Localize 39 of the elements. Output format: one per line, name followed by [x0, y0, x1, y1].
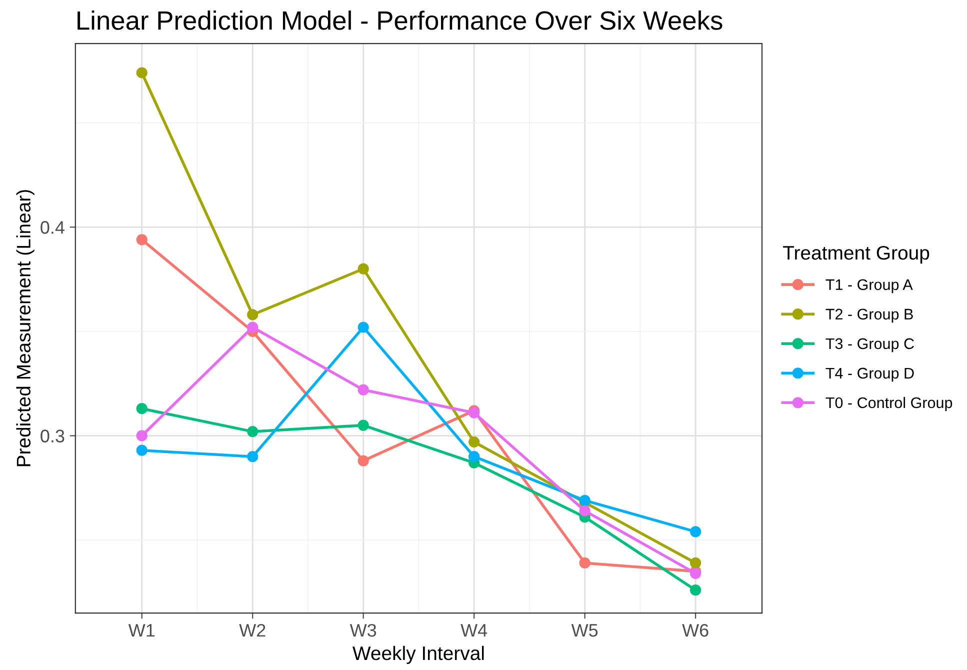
legend-title: Treatment Group [783, 246, 930, 264]
point [358, 263, 369, 274]
point [690, 584, 702, 596]
legend-label: T2 - Group B [826, 308, 913, 323]
chart-title: Linear Prediction Model - Performance Over Six Weeks [78, 10, 722, 30]
point [247, 451, 258, 462]
point [358, 322, 369, 333]
x-tick-label: W6 [682, 624, 708, 637]
point [468, 436, 480, 448]
point [579, 557, 590, 569]
point [690, 557, 702, 569]
legend-label: T0 - Control Group [826, 396, 952, 412]
x-axis-title: Weekly Interval [352, 646, 484, 664]
point [136, 444, 148, 456]
point [247, 322, 258, 333]
point [136, 67, 148, 78]
point [136, 430, 148, 442]
point [690, 526, 702, 538]
x-tick-label: W4 [460, 624, 488, 637]
point [358, 420, 369, 431]
point [579, 494, 590, 506]
y-tick-label: 0.4 [40, 221, 64, 234]
point [247, 309, 258, 320]
x-tick-label: W1 [128, 624, 155, 637]
point [136, 234, 148, 246]
legend-label: T1 - Group A [826, 279, 913, 294]
point [358, 455, 369, 466]
point [247, 426, 258, 438]
point [468, 451, 480, 462]
x-tick-label: W3 [350, 624, 376, 637]
y-tick-label: 0.3 [40, 430, 64, 442]
point [358, 384, 369, 396]
legend-label: T3 - Group C [826, 338, 914, 352]
point [136, 403, 148, 414]
y-axis-title: Predicted Measurement (Linear) [16, 190, 34, 466]
x-tick-label: W5 [571, 624, 598, 637]
point [579, 505, 590, 516]
x-tick-label: W2 [239, 624, 266, 637]
legend-label: T4 - Group D [826, 368, 914, 382]
